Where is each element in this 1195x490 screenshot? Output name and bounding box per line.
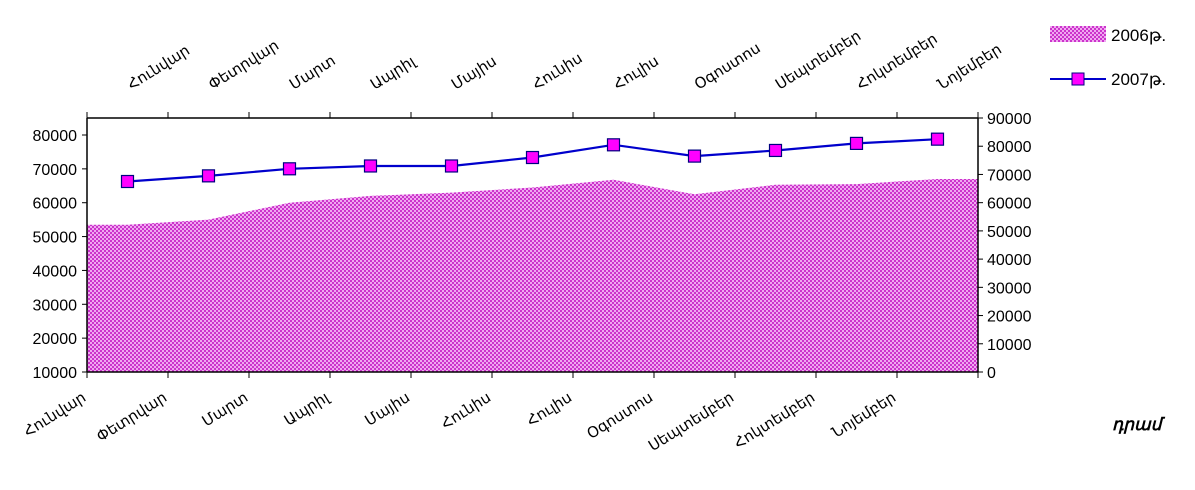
- axes: [82, 112, 983, 378]
- bottom-category-label: Հուլիս: [524, 389, 575, 430]
- point-2007: [120, 174, 135, 189]
- bottom-category-label: Նոյեմբեր: [829, 389, 899, 442]
- left-tick-label: 10000: [33, 365, 78, 382]
- top-category-label: Հուլիս: [611, 53, 662, 94]
- legend-label-2006: 2006թ.: [1111, 26, 1166, 45]
- top-category-label: Հունվար: [125, 42, 193, 93]
- top-category-label: Փետրվար: [206, 37, 282, 93]
- right-tick-label: 20000: [987, 309, 1032, 326]
- right-tick-label: 40000: [987, 252, 1032, 269]
- point-2007: [849, 136, 864, 150]
- left-tick-label: 30000: [33, 297, 78, 314]
- unit-label: դրամ: [1112, 415, 1166, 434]
- bottom-category-label: Հունիս: [438, 389, 494, 433]
- bottom-category-label: Ապրիլ: [281, 388, 333, 429]
- right-tick-label: 10000: [987, 337, 1032, 354]
- point-2007: [363, 159, 378, 173]
- left-tick-label: 70000: [33, 162, 78, 179]
- point-2007: [606, 138, 621, 152]
- point-2007: [444, 159, 459, 173]
- point-2007: [282, 162, 297, 176]
- point-2007: [201, 169, 216, 183]
- left-tick-label: 80000: [33, 128, 78, 145]
- legend-label-2007: 2007թ.: [1111, 70, 1166, 89]
- point-2007: [768, 143, 783, 158]
- right-tick-label: 80000: [987, 139, 1032, 156]
- left-tick-label: 50000: [33, 230, 78, 247]
- legend-swatch-2006: [1050, 26, 1106, 42]
- bottom-category-label: Փետրվար: [94, 389, 170, 445]
- point-2007: [687, 149, 702, 163]
- top-category-label: Մարտ: [287, 52, 339, 93]
- right-tick-label: 60000: [987, 196, 1032, 213]
- top-category-label: Հոկտեմբեր: [854, 30, 941, 93]
- bottom-category-label: Օգոստոս: [584, 389, 656, 443]
- bottom-category-label: Հոկտեմբեր: [731, 389, 818, 452]
- point-2007: [525, 150, 540, 165]
- area-2006: [87, 179, 978, 372]
- left-tick-label: 40000: [33, 263, 78, 280]
- right-tick-label: 50000: [987, 224, 1032, 241]
- left-tick-label: 60000: [33, 196, 78, 213]
- right-tick-label: 90000: [987, 111, 1032, 128]
- top-category-label: Մայիս: [449, 53, 500, 94]
- top-category-label: Ապրիլ: [368, 52, 420, 93]
- top-category-label: Նոյեմբեր: [935, 41, 1005, 94]
- left-tick-label: 20000: [33, 331, 78, 348]
- bottom-category-label: Հունվար: [21, 389, 89, 440]
- legend: 2006թ. 2007թ.: [1050, 26, 1166, 89]
- top-category-label: Հունիս: [530, 50, 586, 94]
- bottom-category-label: Սեպտեմբեր: [646, 389, 737, 455]
- line-series-2007: [120, 132, 945, 189]
- point-2007: [930, 132, 945, 146]
- right-tick-label: 0: [987, 365, 996, 382]
- right-tick-label: 70000: [987, 167, 1032, 184]
- right-tick-label: 30000: [987, 280, 1032, 297]
- area-series-2006: [87, 179, 978, 372]
- bottom-category-label: Մարտ: [199, 389, 251, 430]
- legend-marker-2007: [1071, 72, 1085, 86]
- bottom-category-label: Մայիս: [362, 389, 413, 430]
- top-category-label: Սեպտեմբեր: [773, 27, 864, 93]
- top-category-label: Օգոստոս: [692, 40, 764, 94]
